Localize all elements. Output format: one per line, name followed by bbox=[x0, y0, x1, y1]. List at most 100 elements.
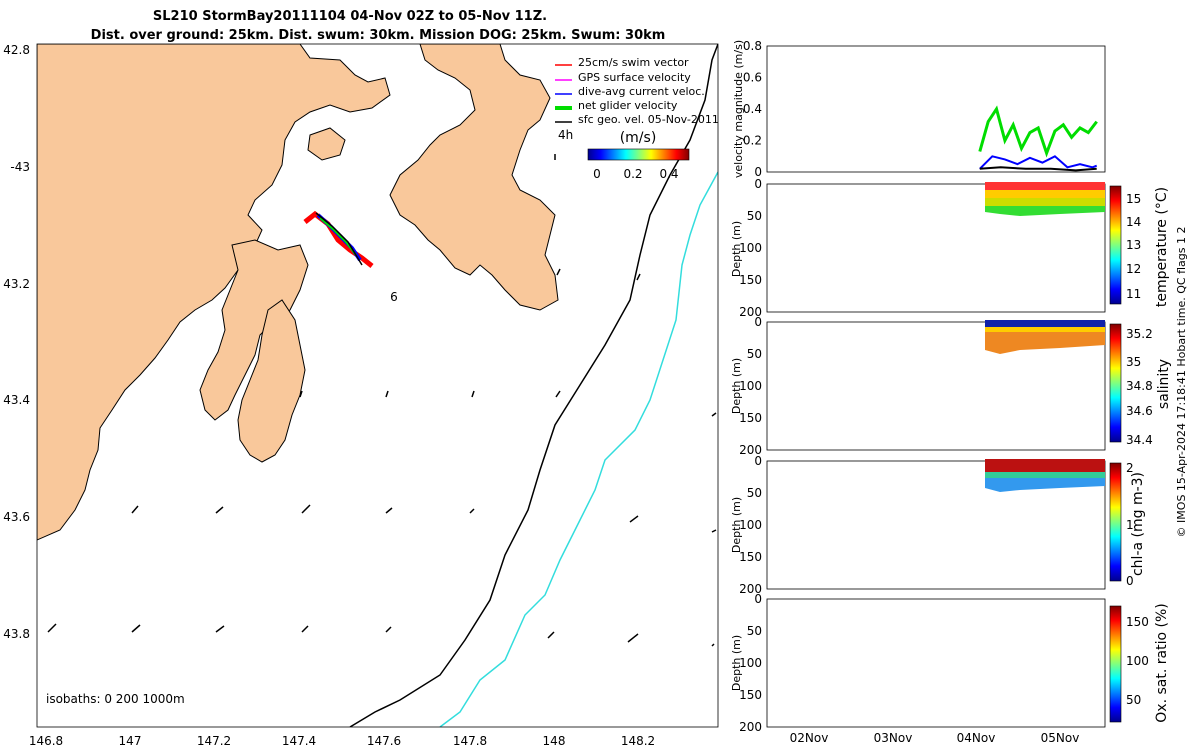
land-island bbox=[307, 127, 346, 161]
time-tick: 04Nov bbox=[957, 731, 996, 745]
chla-cbtick: 0 bbox=[1126, 574, 1134, 588]
colorbar-tick: 0 bbox=[593, 167, 601, 181]
oxygen-panel: Depth (m) 150 100 50 Ox. sat. ratio (%) bbox=[730, 598, 1170, 728]
title-line1: SL210 StormBay20111104 04-Nov 02Z to 05-… bbox=[153, 9, 547, 24]
velocity-axes bbox=[766, 45, 1106, 173]
depth-tick: 200 bbox=[739, 720, 762, 734]
depth-tick: 0 bbox=[754, 454, 762, 468]
depth-tick: 100 bbox=[739, 656, 762, 670]
lat-tick: 43.6 bbox=[3, 510, 30, 524]
depth-tick: 100 bbox=[739, 379, 762, 393]
depth-tick: 0 bbox=[754, 177, 762, 191]
depth-tick: 50 bbox=[747, 347, 762, 361]
salinity-section bbox=[985, 332, 1105, 354]
salinity-cbtick: 34.6 bbox=[1126, 404, 1153, 418]
title-line2: Dist. over ground: 25km. Dist. swum: 30k… bbox=[91, 28, 666, 43]
temperature-ylabel: Depth (m) bbox=[730, 221, 743, 277]
oxygen-cbtick: 150 bbox=[1126, 615, 1149, 629]
map-frame bbox=[36, 43, 719, 728]
depth-ticks: 0501001502000501001502000501001502000501… bbox=[739, 177, 762, 734]
time-ticks: 02Nov 03Nov 04Nov 05Nov bbox=[790, 731, 1080, 745]
colorbar-tick: 0.4 bbox=[659, 167, 678, 181]
temperature-section bbox=[985, 206, 1105, 216]
chla-cbtick: 1 bbox=[1126, 518, 1134, 532]
velocity-series-line bbox=[978, 105, 1098, 158]
oxygen-axes bbox=[766, 598, 1106, 728]
velocity-ytick: 0.2 bbox=[743, 134, 762, 148]
land-middle bbox=[199, 239, 309, 421]
salinity-cbtick: 34.4 bbox=[1126, 433, 1153, 447]
oxygen-cblabel: Ox. sat. ratio (%) bbox=[1154, 603, 1170, 722]
temperature-cbtick: 14 bbox=[1126, 215, 1141, 229]
land-northeast bbox=[389, 44, 559, 311]
chla-section bbox=[985, 472, 1105, 478]
oxygen-cbtick: 100 bbox=[1126, 654, 1149, 668]
lat-tick: 43.4 bbox=[3, 393, 30, 407]
temperature-cbtick: 12 bbox=[1126, 262, 1141, 276]
lat-tick: 43.8 bbox=[3, 627, 30, 641]
depth-tick: 50 bbox=[747, 486, 762, 500]
salinity-cblabel: salinity bbox=[1156, 359, 1172, 409]
velocity-ytick: 0.6 bbox=[743, 71, 762, 85]
depth-tick: 50 bbox=[747, 624, 762, 638]
map-legend: 25cm/s swim vector GPS surface velocity … bbox=[555, 56, 719, 146]
chla-cbtick: 2 bbox=[1126, 461, 1134, 475]
oxygen-cbtick: 50 bbox=[1126, 693, 1141, 707]
lat-tick: 43.2 bbox=[3, 277, 30, 291]
salinity-section bbox=[985, 327, 1105, 332]
salinity-section bbox=[985, 320, 1105, 327]
lon-tick: 147.8 bbox=[453, 734, 487, 748]
salinity-panel: Depth (m) 35.2 35 34.8 34.6 34.4 salinit… bbox=[730, 320, 1172, 451]
salinity-colorbar bbox=[1109, 323, 1122, 443]
depth-tick: 200 bbox=[739, 582, 762, 596]
isobaths-annotation: isobaths: 0 200 1000m bbox=[46, 692, 185, 706]
glider-track bbox=[303, 210, 374, 268]
depth-tick: 0 bbox=[754, 315, 762, 329]
speed-colorbar bbox=[587, 148, 690, 161]
temperature-cbtick: 15 bbox=[1126, 192, 1141, 206]
hours-annotation: 4h bbox=[558, 128, 573, 142]
map-lat-ticks: 42.8 -43 43.2 43.4 43.6 43.8 bbox=[3, 43, 30, 641]
chla-section bbox=[985, 478, 1105, 492]
lon-tick: 146.8 bbox=[29, 734, 63, 748]
point-annotation: 6 bbox=[390, 290, 398, 304]
depth-tick: 150 bbox=[739, 550, 762, 564]
temperature-cblabel: temperature (°C) bbox=[1154, 187, 1170, 307]
oxygen-colorbar bbox=[1109, 605, 1122, 723]
time-tick: 03Nov bbox=[874, 731, 913, 745]
velocity-series-line bbox=[979, 166, 1097, 172]
temperature-section bbox=[985, 182, 1105, 190]
map-lon-ticks: 146.8 147 147.2 147.4 147.6 147.8 148 14… bbox=[29, 734, 655, 748]
lon-tick: 147.2 bbox=[197, 734, 231, 748]
velocity-lines bbox=[978, 105, 1098, 172]
legend-entry: 25cm/s swim vector bbox=[578, 56, 689, 69]
chla-panel: Depth (m) 2 1 0 chl-a (mg m-3) bbox=[730, 459, 1146, 590]
depth-tick: 100 bbox=[739, 518, 762, 532]
lat-tick: -43 bbox=[10, 160, 30, 174]
depth-tick: 0 bbox=[754, 592, 762, 606]
salinity-ylabel: Depth (m) bbox=[730, 358, 743, 414]
chla-colorbar bbox=[1109, 462, 1122, 582]
depth-tick: 50 bbox=[747, 209, 762, 223]
depth-tick: 200 bbox=[739, 305, 762, 319]
temperature-colorbar bbox=[1109, 185, 1122, 305]
depth-tick: 150 bbox=[739, 411, 762, 425]
oxygen-ylabel: Depth (m) bbox=[730, 635, 743, 691]
velocity-ytick: 0.4 bbox=[743, 102, 762, 116]
legend-entry: net glider velocity bbox=[578, 99, 678, 112]
temperature-cbtick: 13 bbox=[1126, 238, 1141, 252]
salinity-cbtick: 35 bbox=[1126, 355, 1141, 369]
lon-tick: 148 bbox=[543, 734, 566, 748]
lon-tick: 147.4 bbox=[282, 734, 316, 748]
land-southeast bbox=[237, 299, 306, 463]
salinity-cbtick: 34.8 bbox=[1126, 379, 1153, 393]
credit-text: © IMOS 15-Apr-2024 17:18:41 Hobart time.… bbox=[1175, 227, 1188, 538]
time-tick: 02Nov bbox=[790, 731, 829, 745]
map-area bbox=[37, 44, 718, 727]
depth-tick: 150 bbox=[739, 688, 762, 702]
velocity-ytick: 0 bbox=[754, 165, 762, 179]
legend-entry: sfc geo. vel. 05-Nov-2011 bbox=[578, 113, 719, 126]
velocity-yticks: 0 0.2 0.4 0.6 0.8 bbox=[743, 39, 762, 179]
velocity-panel: 0 0.2 0.4 0.6 0.8 velocity magnitude (m/s) bbox=[732, 39, 1106, 179]
isobath-200 bbox=[349, 44, 718, 727]
